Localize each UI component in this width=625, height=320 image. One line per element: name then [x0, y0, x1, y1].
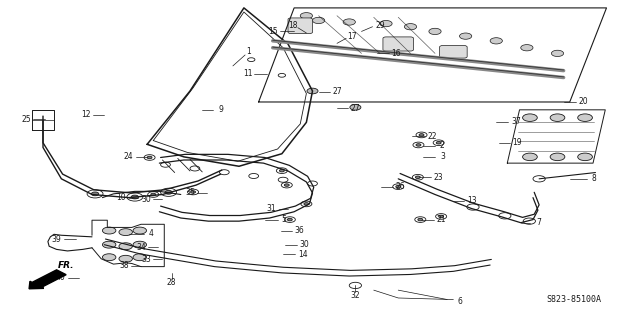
Circle shape [312, 17, 325, 24]
Circle shape [304, 203, 309, 205]
Text: 13: 13 [467, 196, 477, 205]
Text: 19: 19 [512, 138, 522, 147]
Circle shape [119, 229, 132, 236]
Circle shape [300, 12, 312, 19]
FancyBboxPatch shape [383, 37, 414, 51]
Text: 15: 15 [268, 27, 278, 36]
Text: 25: 25 [21, 115, 31, 124]
Text: 33: 33 [141, 255, 151, 264]
Text: 40: 40 [55, 273, 65, 282]
Text: 4: 4 [149, 229, 154, 238]
Text: 22: 22 [428, 132, 437, 141]
Text: 38: 38 [119, 261, 129, 270]
Circle shape [522, 114, 538, 121]
Circle shape [521, 44, 533, 51]
Circle shape [380, 20, 392, 27]
Text: 30: 30 [141, 195, 151, 204]
Circle shape [418, 218, 422, 221]
Text: 37: 37 [511, 117, 521, 126]
Circle shape [91, 192, 99, 196]
Text: FR.: FR. [58, 261, 74, 270]
Circle shape [119, 243, 132, 250]
Circle shape [133, 241, 146, 248]
Text: 16: 16 [392, 49, 401, 58]
Circle shape [404, 24, 417, 30]
Text: 11: 11 [244, 69, 253, 78]
Circle shape [191, 191, 196, 193]
Circle shape [165, 190, 172, 194]
Circle shape [436, 141, 441, 144]
Circle shape [288, 218, 292, 221]
Circle shape [343, 19, 356, 25]
Circle shape [350, 105, 361, 110]
Circle shape [416, 144, 421, 146]
FancyArrow shape [29, 270, 66, 289]
Text: 36: 36 [294, 226, 304, 235]
Circle shape [578, 153, 592, 161]
Text: 27: 27 [351, 104, 360, 113]
Text: 5: 5 [281, 215, 286, 224]
Text: 27: 27 [332, 87, 342, 96]
Text: 34: 34 [136, 243, 146, 252]
Circle shape [396, 185, 401, 188]
Text: 24: 24 [124, 152, 134, 161]
Circle shape [133, 254, 146, 261]
Circle shape [147, 156, 152, 159]
Circle shape [416, 176, 420, 179]
Circle shape [102, 241, 116, 248]
Circle shape [551, 50, 564, 57]
Circle shape [119, 255, 132, 262]
Circle shape [307, 88, 318, 94]
Text: 29: 29 [375, 21, 385, 30]
FancyBboxPatch shape [288, 18, 312, 34]
Text: 28: 28 [167, 278, 176, 287]
Circle shape [439, 215, 444, 218]
Circle shape [133, 227, 146, 234]
Text: 31: 31 [267, 204, 276, 213]
Circle shape [550, 114, 565, 121]
Text: 23: 23 [434, 173, 444, 182]
Text: 8: 8 [592, 174, 597, 183]
Text: 7: 7 [537, 218, 541, 227]
FancyBboxPatch shape [439, 45, 467, 58]
Circle shape [102, 227, 116, 234]
Circle shape [490, 38, 502, 44]
Circle shape [550, 153, 565, 161]
Circle shape [578, 114, 592, 121]
Text: S823-85100A: S823-85100A [547, 295, 602, 304]
Text: 21: 21 [436, 215, 446, 224]
Circle shape [429, 28, 441, 35]
Text: 39: 39 [52, 235, 61, 244]
Text: 20: 20 [578, 98, 588, 107]
Circle shape [131, 195, 139, 199]
Circle shape [102, 254, 116, 261]
Text: 6: 6 [457, 297, 462, 306]
Text: 2: 2 [440, 141, 445, 150]
Text: 12: 12 [81, 110, 91, 119]
Text: 32: 32 [351, 291, 360, 300]
Circle shape [151, 193, 156, 196]
Circle shape [279, 169, 284, 172]
Circle shape [419, 134, 424, 136]
Text: 9: 9 [218, 105, 223, 114]
Text: 30: 30 [299, 240, 309, 249]
Text: 17: 17 [347, 32, 356, 41]
Text: 3: 3 [440, 152, 445, 161]
Text: 1: 1 [246, 47, 251, 56]
Text: 14: 14 [298, 250, 308, 259]
Text: 35: 35 [185, 188, 195, 197]
Text: 18: 18 [288, 21, 298, 30]
Circle shape [284, 184, 289, 186]
Text: 26: 26 [396, 182, 406, 191]
Circle shape [522, 153, 538, 161]
Text: 10: 10 [117, 193, 126, 202]
Circle shape [459, 33, 472, 39]
